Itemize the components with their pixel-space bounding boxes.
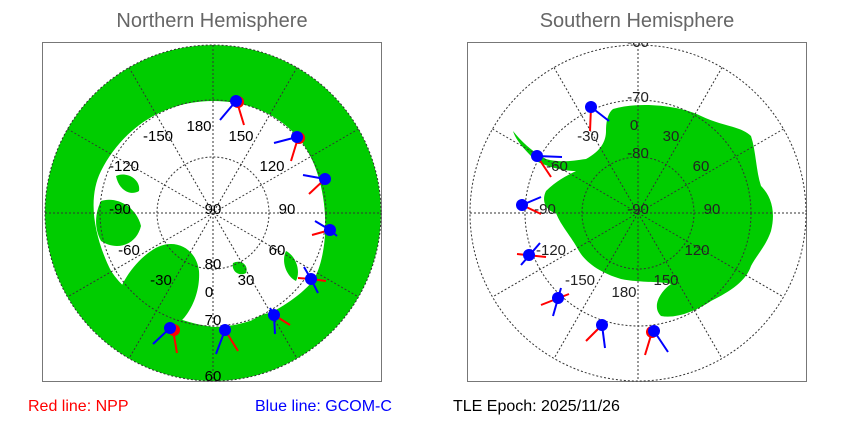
lon-label-minus60: -60: [118, 242, 140, 259]
gcom-c-legend: Blue line: GCOM-C: [255, 398, 392, 415]
lon-label-120: 120: [259, 158, 284, 175]
lon-label-minus90: -90: [534, 201, 556, 218]
lon-label-120: 120: [684, 242, 709, 259]
lon-label-180: 180: [186, 118, 211, 135]
lon-label-30: 30: [663, 128, 680, 145]
pass-marker: [531, 150, 563, 178]
lat-label-90: 90: [205, 201, 222, 218]
pass-marker: [219, 95, 245, 126]
northern-grid-labels: 90 80 70 60 180 150 120 90 60 30 0 -30 -…: [109, 118, 295, 383]
southern-hemisphere-title: Southern Hemisphere: [539, 10, 735, 32]
pass-marker: [297, 266, 327, 294]
lat-label-80: 80: [205, 256, 222, 273]
pass-marker: [516, 242, 547, 266]
lon-label-minus60: -60: [546, 158, 568, 175]
northern-map-svg: 90 80 70 60 180 150 120 90 60 30 0 -30 -…: [44, 44, 382, 383]
lat-label-minus80: -80: [627, 145, 649, 162]
lon-label-minus120: -120: [536, 242, 566, 259]
lon-label-150: 150: [653, 272, 678, 289]
southern-map-svg: -90 -80 -70 -60 0 30 60 90 120 150 180 -…: [469, 43, 807, 382]
pass-marker: [311, 220, 338, 237]
lon-label-30: 30: [238, 272, 255, 289]
southern-hemisphere-map: -90 -80 -70 -60 0 30 60 90 120 150 180 -…: [467, 42, 807, 382]
lat-label-minus70: -70: [627, 89, 649, 106]
lon-label-60: 60: [693, 158, 710, 175]
pass-marker: [302, 173, 331, 195]
southern-satellite-passes: [516, 101, 669, 356]
lat-label-60: 60: [205, 368, 222, 383]
lon-label-minus30: -30: [150, 272, 172, 289]
pass-marker: [585, 101, 610, 132]
lon-label-minus150: -150: [565, 272, 595, 289]
pass-marker: [215, 324, 239, 355]
lat-label-minus60: -60: [627, 43, 649, 51]
pass-marker: [585, 319, 608, 349]
lon-label-0: 0: [630, 117, 638, 134]
lon-label-minus90: -90: [109, 201, 131, 218]
northern-hemisphere-map: 90 80 70 60 180 150 120 90 60 30 0 -30 -…: [42, 42, 382, 383]
lon-label-150: 150: [228, 128, 253, 145]
npp-legend: Red line: NPP: [28, 398, 129, 415]
pass-marker: [540, 287, 570, 317]
northern-meridians: [45, 45, 381, 381]
lat-label-70: 70: [205, 312, 222, 329]
antarctica-land: [513, 105, 773, 317]
lon-label-60: 60: [269, 242, 286, 259]
lon-label-0: 0: [205, 284, 213, 301]
northern-land: [45, 45, 381, 381]
lon-label-90: 90: [279, 201, 296, 218]
lon-label-90: 90: [704, 201, 721, 218]
northern-hemisphere-title: Northern Hemisphere: [116, 10, 308, 32]
pass-marker: [152, 322, 180, 354]
lon-label-minus30: -30: [577, 128, 599, 145]
lon-label-180: 180: [611, 284, 636, 301]
pass-marker: [273, 131, 305, 162]
lon-label-minus150: -150: [143, 128, 173, 145]
northern-satellite-passes: [152, 95, 338, 355]
pass-marker: [644, 325, 669, 356]
lon-label-minus120: -120: [109, 158, 139, 175]
tle-epoch-label: TLE Epoch: 2025/11/26: [453, 398, 620, 415]
pass-marker: [516, 196, 542, 215]
pass-marker: [268, 307, 291, 335]
lat-label-minus90: -90: [627, 201, 649, 218]
